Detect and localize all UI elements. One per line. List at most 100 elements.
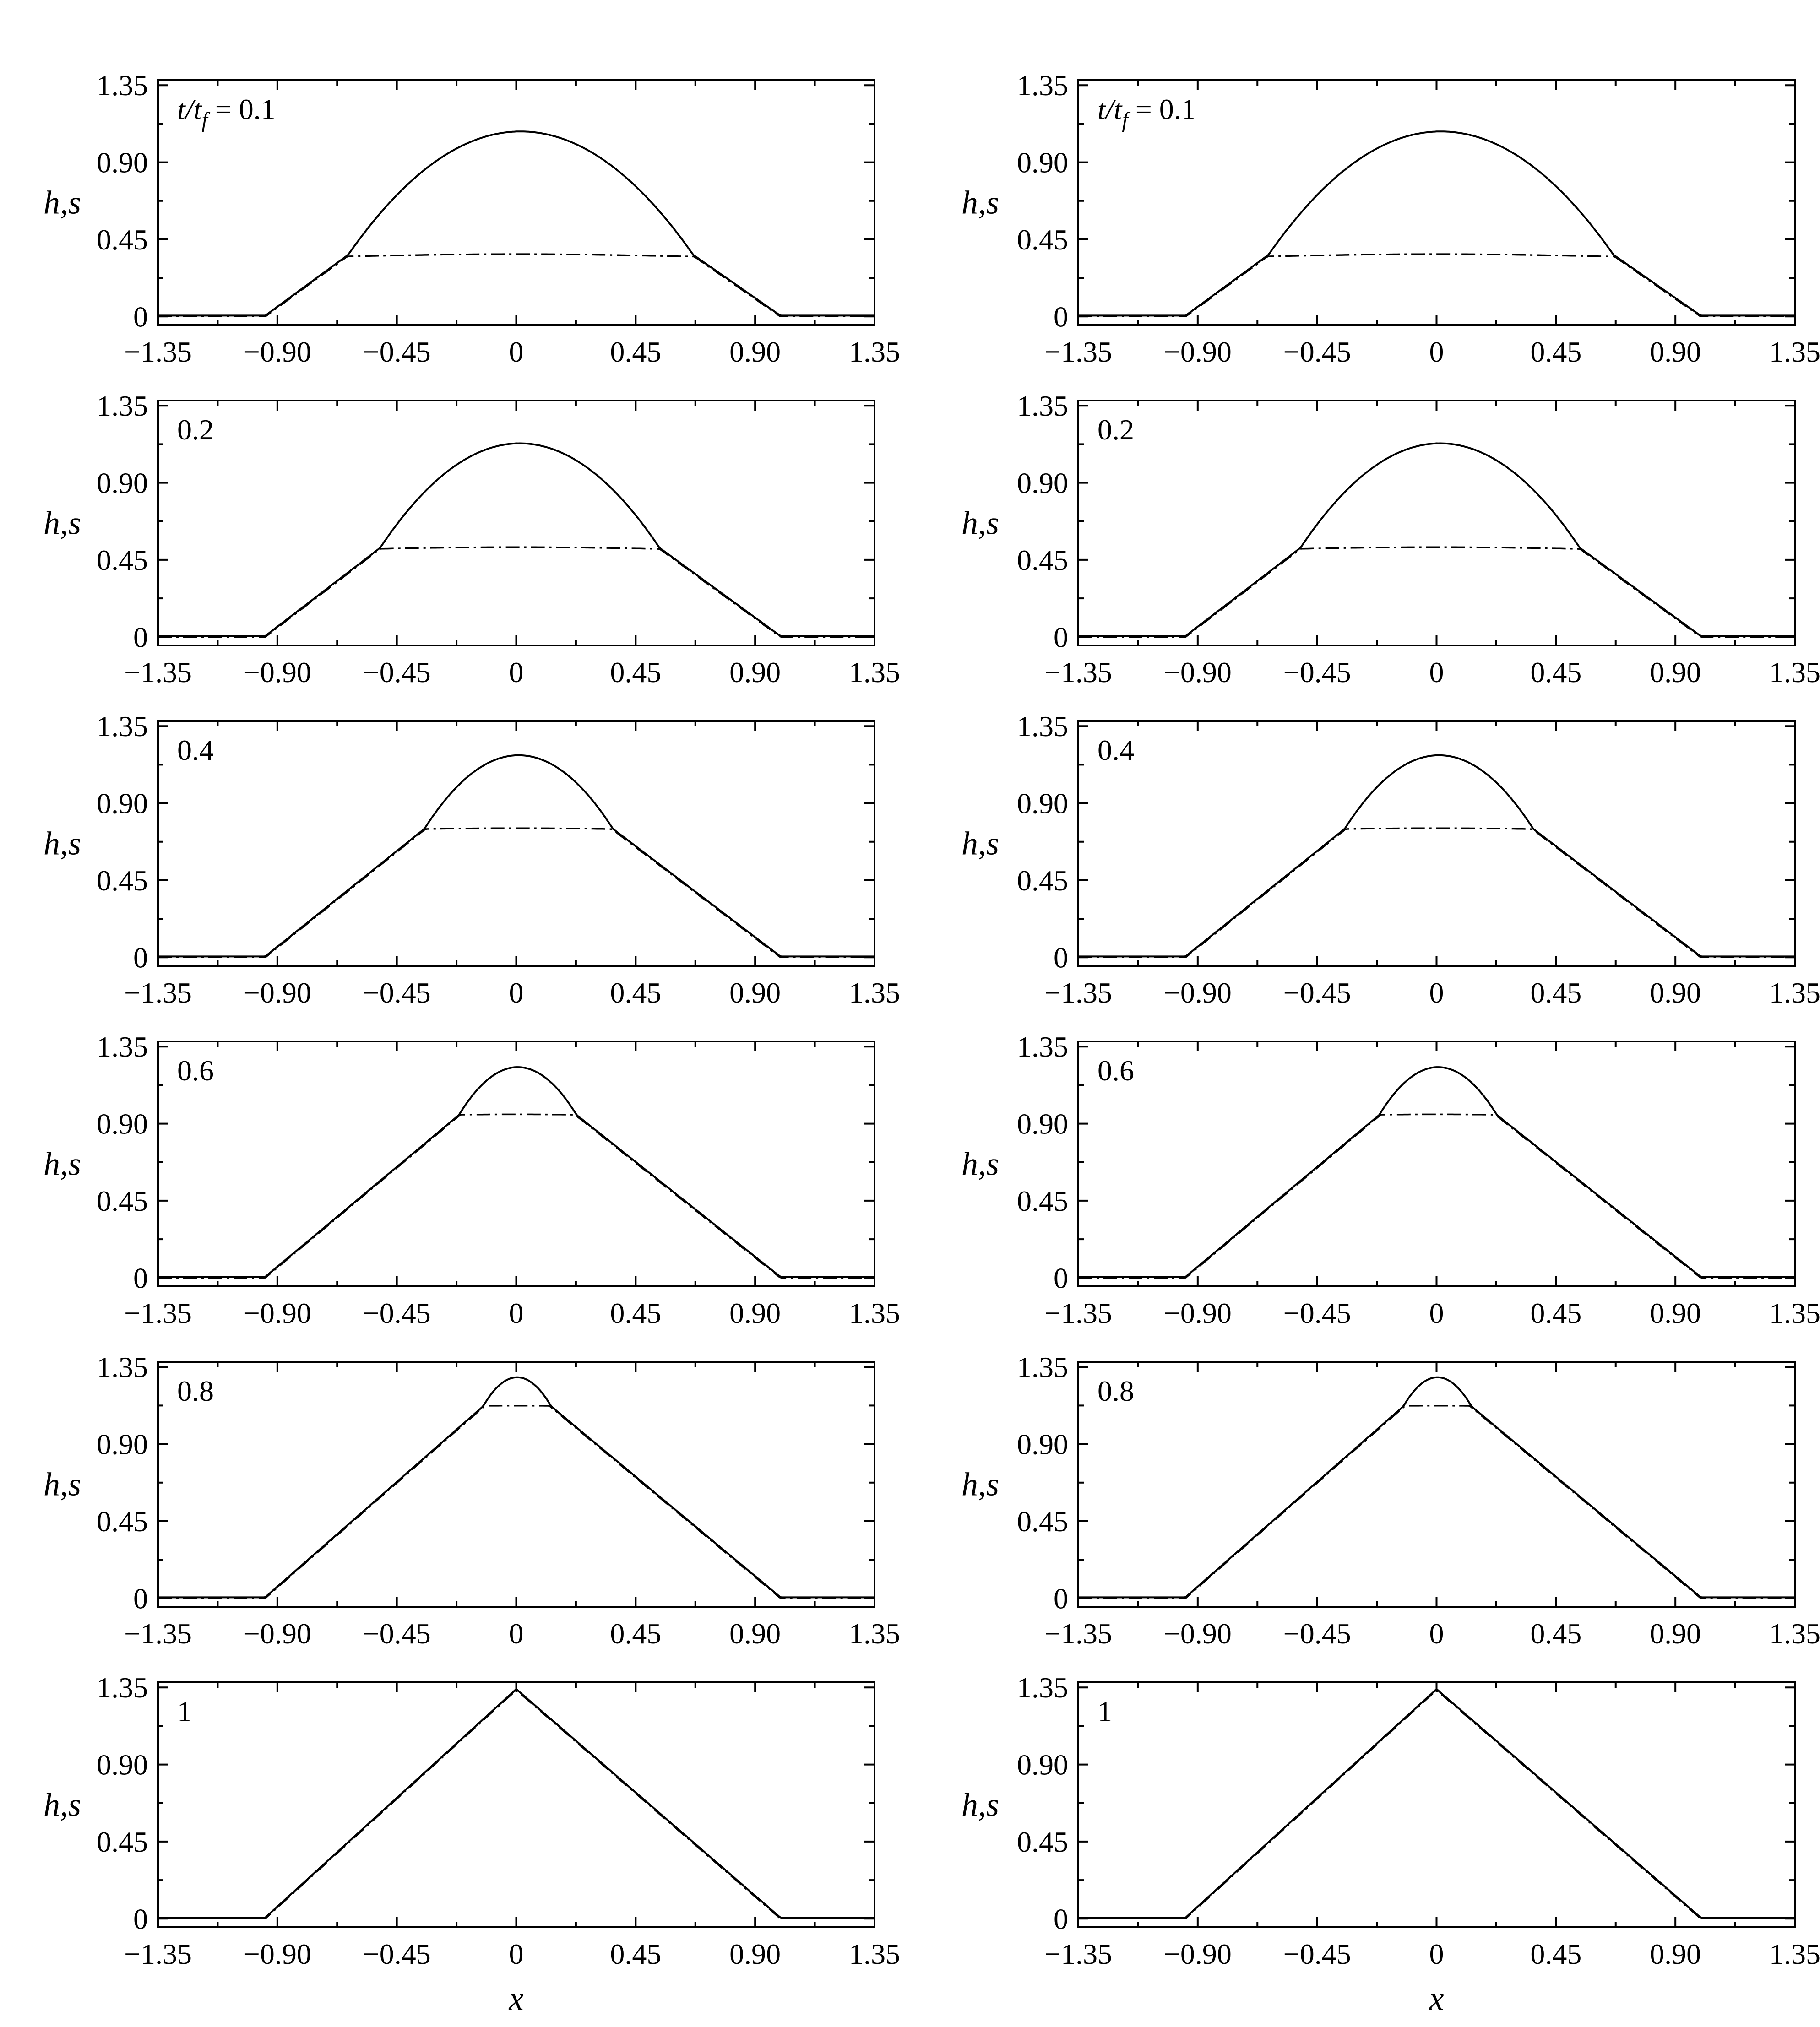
x-tick-label: 0.45 [1530, 1938, 1581, 1970]
y-tick-label: 0 [1054, 300, 1068, 333]
x-tick-label: −0.90 [1164, 976, 1232, 1009]
y-tick-label: 0.90 [97, 146, 148, 179]
x-tick-label: −0.45 [363, 1938, 431, 1970]
series-s-line [158, 1405, 875, 1599]
series-s-line [158, 1689, 875, 1920]
x-tick-label: 1.35 [849, 336, 900, 368]
y-tick-label: 1.35 [1017, 1351, 1068, 1383]
y-tick-label: 1.35 [1017, 69, 1068, 102]
time-label-ratio: t/t [1097, 93, 1123, 125]
x-tick-label: 1.35 [1769, 1938, 1820, 1970]
panel-a-4: −1.35 −0.90 −0.45 0 0.45 0.90 1.35 0 0.45 0.90 1.3… [43, 1351, 900, 1650]
x-tick-label: −1.35 [1044, 1938, 1112, 1970]
y-tick-label: 0 [1054, 1262, 1068, 1294]
y-axis-label: h,s [962, 1787, 999, 1823]
x-tick-label: 0.90 [729, 336, 781, 368]
y-tick-label: 0.45 [1017, 864, 1068, 897]
panel-b-4: −1.35 −0.90 −0.45 0 0.45 0.90 1.35 0 0.45 0.90 1.3… [962, 1351, 1820, 1650]
x-tick-label: −0.90 [244, 336, 311, 368]
x-tick-label: 1.35 [849, 1938, 900, 1970]
x-tick-label: 0.45 [1530, 336, 1581, 368]
y-tick-label: 0.45 [97, 1505, 148, 1538]
y-tick-label: 0 [1054, 1902, 1068, 1935]
time-label: 0.2 [177, 413, 214, 446]
time-label: 0.6 [177, 1054, 214, 1087]
y-tick-label: 0 [1054, 941, 1068, 974]
x-tick-label: 0 [1429, 1938, 1444, 1970]
y-tick-label: 1.35 [97, 1351, 148, 1383]
time-label: 0.6 [1097, 1054, 1134, 1087]
panel-a-5: −1.35 −0.90 −0.45 0 0.45 0.90 1.35 0 0.45 0.90 1.3… [43, 1671, 900, 1970]
x-tick-label: −1.35 [1044, 1297, 1112, 1329]
y-tick-label: 1.35 [97, 710, 148, 743]
time-label: 0.8 [1097, 1375, 1134, 1407]
x-tick-label: 0.45 [1530, 976, 1581, 1009]
x-tick-label: −1.35 [1044, 656, 1112, 688]
plot-frame [157, 400, 875, 646]
y-tick-label: 1.35 [1017, 1671, 1068, 1704]
x-tick-label: −1.35 [1044, 336, 1112, 368]
x-tick-label: −1.35 [124, 1297, 192, 1329]
x-tick-label: 1.35 [1769, 336, 1820, 368]
y-tick-label: 0 [133, 941, 148, 974]
panel-a-0: −1.35 −0.90 −0.45 0 0.45 0.90 1.35 0 0.45 0.90 1.3… [43, 69, 900, 368]
x-tick-label: 0 [1429, 1297, 1444, 1329]
x-tick-label: −1.35 [124, 656, 192, 688]
series-h-line [158, 1688, 875, 1919]
x-tick-label: 0 [509, 656, 524, 688]
x-tick-label: 0 [509, 1297, 524, 1329]
x-tick-label: 0 [509, 1617, 524, 1650]
x-tick-label: −0.45 [1283, 976, 1351, 1009]
y-axis-label: h,s [962, 184, 999, 221]
y-tick-label: 0.90 [97, 1428, 148, 1461]
plot-frame [1077, 400, 1796, 646]
time-label: 0.4 [177, 734, 214, 766]
x-tick-label: 1.35 [849, 976, 900, 1009]
x-tick-label: 0 [1429, 1617, 1444, 1650]
series-s-line [1078, 827, 1795, 959]
x-tick-label: −0.90 [244, 1617, 311, 1650]
time-label: 0.4 [1097, 734, 1134, 766]
y-axis-label: h,s [43, 1146, 81, 1182]
series-h-line [1078, 442, 1795, 637]
y-tick-label: 0.90 [97, 1108, 148, 1140]
x-tick-label: −0.45 [1283, 1297, 1351, 1329]
x-tick-label: −1.35 [124, 1938, 192, 1970]
x-tick-label: −0.45 [1283, 1938, 1351, 1970]
time-label: 1 [1097, 1695, 1112, 1728]
x-tick-label: 1.35 [849, 1297, 900, 1329]
y-tick-label: 0.90 [1017, 1428, 1068, 1461]
series-s-line [1078, 1405, 1795, 1599]
x-tick-label: 0.90 [729, 976, 781, 1009]
series-h-line [158, 754, 875, 958]
y-axis-label: h,s [43, 825, 81, 862]
y-tick-label: 1.35 [97, 1671, 148, 1704]
y-tick-label: 1.35 [1017, 390, 1068, 422]
y-tick-label: 0.90 [97, 467, 148, 499]
y-tick-label: 0.45 [1017, 1826, 1068, 1858]
y-tick-label: 0.45 [97, 864, 148, 897]
series-h-line [1078, 1376, 1795, 1599]
x-tick-label: −1.35 [124, 1617, 192, 1650]
x-tick-label: −0.45 [363, 1297, 431, 1329]
x-tick-label: −0.45 [363, 656, 431, 688]
x-tick-label: 0.90 [729, 656, 781, 688]
x-tick-label: 1.35 [849, 1617, 900, 1650]
x-tick-label: 0 [509, 1938, 524, 1970]
y-axis-label: h,s [43, 1466, 81, 1503]
x-tick-label: −1.35 [124, 336, 192, 368]
y-tick-label: 1.35 [1017, 710, 1068, 743]
y-tick-label: 0.90 [97, 1749, 148, 1781]
time-label-ratio: t/t [177, 93, 203, 125]
x-tick-label: 0.90 [1650, 976, 1701, 1009]
plot-frame [1077, 1041, 1796, 1287]
y-tick-label: 0.45 [97, 1826, 148, 1858]
x-tick-label: 0.90 [1650, 336, 1701, 368]
plot-frame [157, 1681, 875, 1928]
x-tick-label: 1.35 [1769, 656, 1820, 688]
y-tick-label: 0.45 [1017, 544, 1068, 576]
x-tick-label: −0.45 [363, 1617, 431, 1650]
x-tick-label: −0.45 [1283, 336, 1351, 368]
series-h-line [1078, 1066, 1795, 1278]
x-tick-label: −0.45 [1283, 656, 1351, 688]
